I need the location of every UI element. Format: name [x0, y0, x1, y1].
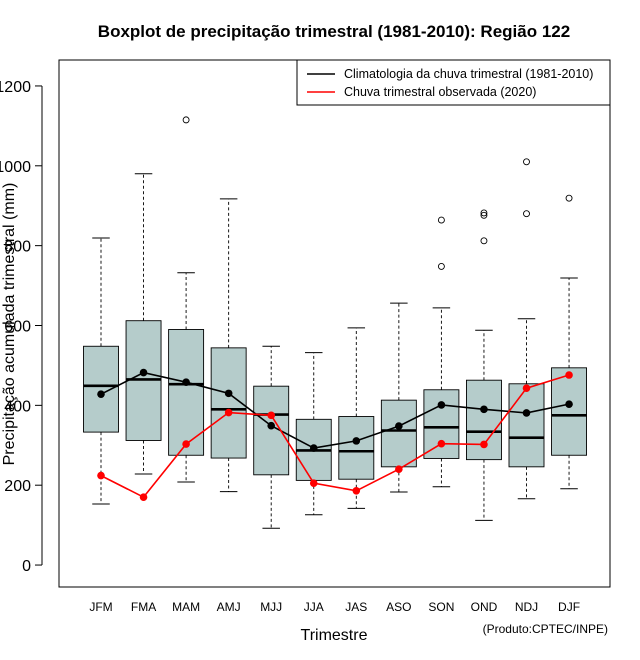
box-iqr	[380, 399, 417, 468]
box-FMA	[125, 173, 162, 475]
series-line	[100, 371, 570, 449]
box-iqr	[508, 383, 545, 468]
outlier-point	[523, 210, 530, 218]
box-OND	[466, 209, 502, 521]
outlier-point	[565, 194, 573, 202]
box-JAS	[338, 327, 375, 509]
series-point	[224, 408, 233, 417]
series-point	[309, 444, 318, 452]
series-point	[139, 368, 148, 377]
series-observed	[97, 371, 573, 501]
outlier-point	[480, 209, 488, 217]
y-tick-label: 0	[22, 558, 31, 575]
y-tick-label: 800	[4, 239, 31, 256]
box-iqr	[338, 416, 375, 480]
chart-title: Boxplot de precipitação trimestral (1981…	[98, 22, 570, 41]
series-point	[522, 384, 531, 392]
y-tick-label: 400	[4, 398, 31, 415]
x-axis-label: Trimestre	[301, 627, 368, 644]
series-point	[437, 401, 446, 409]
x-tick-label: AMJ	[217, 600, 241, 614]
series-point	[480, 405, 488, 414]
box-MAM	[168, 116, 205, 483]
box-ASO	[380, 302, 417, 493]
outlier-point	[437, 262, 445, 270]
x-tick-label: DJF	[558, 600, 580, 614]
x-tick-label: NDJ	[515, 600, 538, 614]
y-axis-label: Precipitação acumulada trimestral (mm)	[1, 183, 18, 466]
x-tick-label: JFM	[89, 600, 112, 614]
box-JFM	[83, 237, 119, 505]
box-JJA	[295, 352, 332, 516]
series-point	[480, 440, 488, 449]
legend-label-observed: Chuva trimestral observada (2020)	[344, 85, 536, 99]
y-tick-label: 200	[4, 478, 31, 495]
series-point	[97, 471, 105, 480]
series-point	[565, 400, 573, 408]
y-axis: 0 200 400 600 800 1000 1200	[0, 79, 43, 575]
box-AMJ	[210, 198, 247, 493]
series-point	[352, 437, 361, 445]
box-iqr	[253, 385, 290, 476]
box-NDJ	[508, 158, 545, 500]
legend-label-climatology: Climatologia da chuva trimestral (1981-2…	[344, 67, 593, 81]
series-point	[309, 479, 318, 487]
series-line	[100, 374, 570, 499]
series-point	[565, 371, 573, 379]
x-tick-label: ASO	[386, 600, 411, 614]
series-point	[267, 421, 276, 430]
box-iqr	[551, 367, 587, 456]
legend-box	[296, 59, 611, 106]
x-tick-label: MAM	[172, 600, 200, 614]
series-point	[395, 422, 403, 430]
outlier-point	[523, 158, 530, 166]
x-tick-label: JJA	[304, 600, 324, 614]
x-tick-label: MJJ	[260, 600, 282, 614]
outlier-point	[182, 116, 190, 124]
credit-text: (Produto:CPTEC/INPE)	[483, 622, 608, 636]
x-tick-label: FMA	[131, 600, 156, 614]
series-point	[97, 390, 105, 398]
x-tick-label: OND	[471, 600, 498, 614]
outlier-point	[437, 216, 445, 224]
series-point	[522, 409, 531, 417]
y-tick-label: 600	[4, 318, 31, 335]
x-axis: JFM FMA MAM AMJ MJJ JJA JAS ASO SON OND NDJ DJF	[89, 600, 580, 614]
x-tick-label: JAS	[345, 600, 367, 614]
legend: Climatologia da chuva trimestral (1981-2…	[296, 59, 611, 106]
box-iqr	[168, 329, 205, 456]
series-point	[139, 493, 148, 501]
y-tick-label: 1000	[0, 159, 31, 176]
y-tick-label: 1200	[0, 79, 31, 96]
series-point	[267, 411, 276, 420]
box-iqr	[83, 345, 119, 433]
box-MJJ	[253, 345, 290, 529]
series-point	[224, 389, 233, 398]
x-tick-label: SON	[428, 600, 454, 614]
series-point	[352, 486, 361, 495]
series-point	[182, 440, 190, 448]
box-DJF	[551, 194, 587, 490]
lines-layer	[97, 368, 573, 501]
boxes-layer	[83, 116, 587, 529]
box-iqr	[423, 389, 460, 459]
series-point	[395, 465, 403, 474]
outlier-point	[480, 211, 488, 219]
outlier-point	[480, 237, 488, 245]
series-climatology	[97, 368, 573, 452]
series-point	[182, 378, 190, 386]
series-point	[437, 439, 446, 448]
